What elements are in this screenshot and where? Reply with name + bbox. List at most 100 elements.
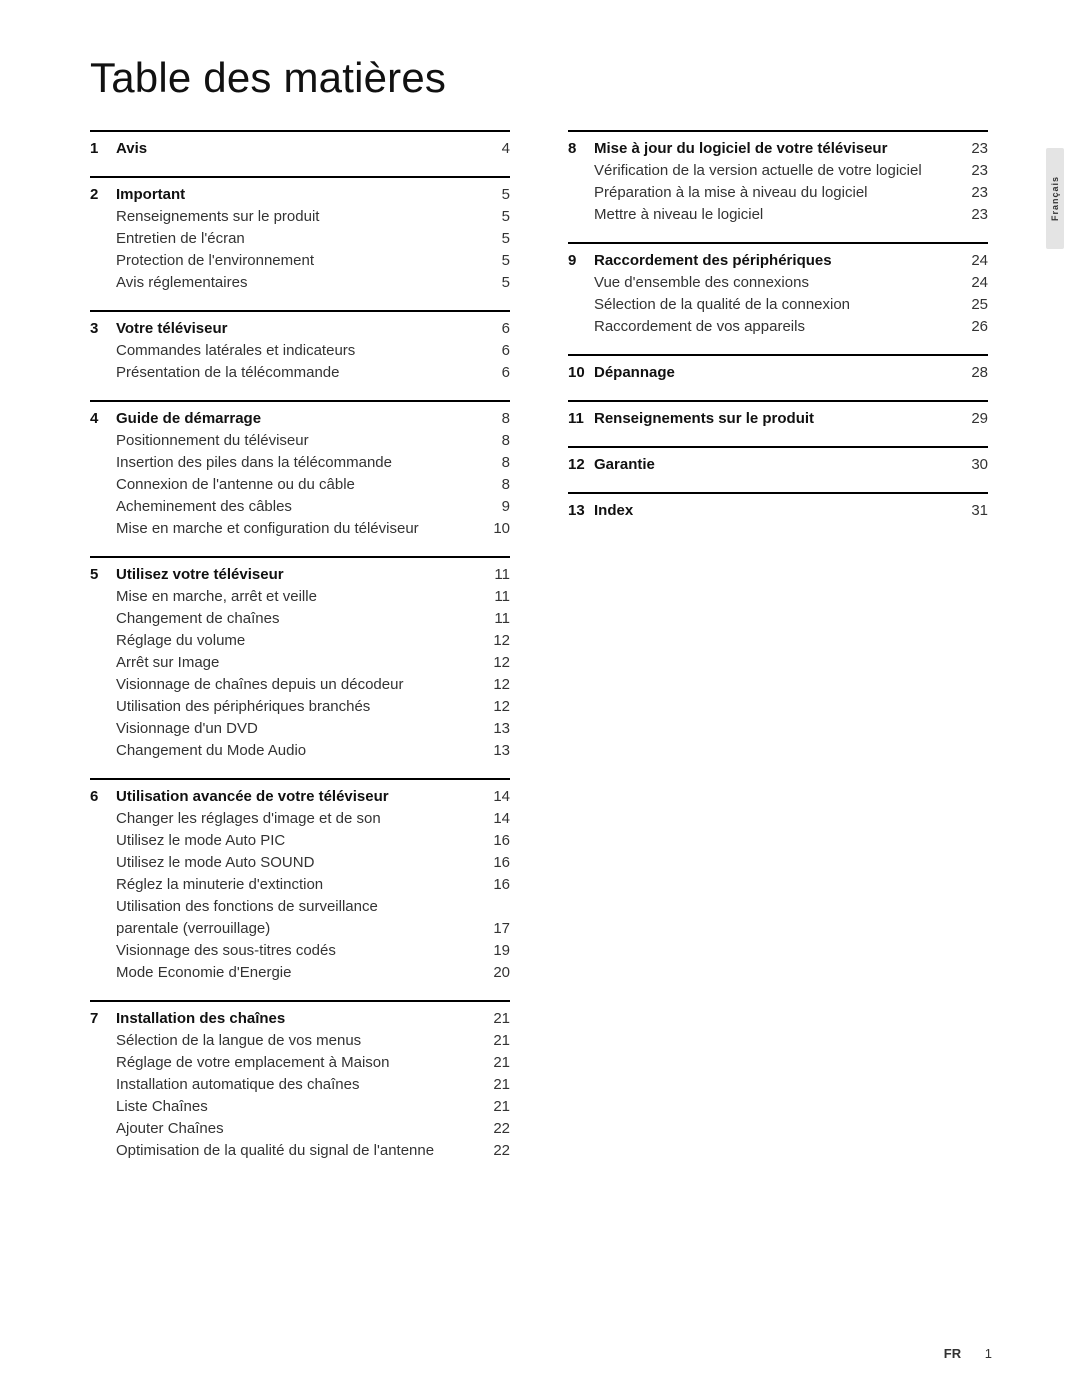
section-page: 21 — [476, 1008, 510, 1030]
toc-columns: 1Avis42Important5–Renseignements sur le … — [90, 130, 1020, 1172]
section-number: 8 — [568, 138, 594, 160]
section-page: 30 — [954, 454, 988, 476]
section-title: Installation des chaînes — [116, 1008, 476, 1030]
item-label: Optimisation de la qualité du signal de … — [116, 1140, 476, 1162]
item-label: Réglage de votre emplacement à Maison — [116, 1052, 476, 1074]
toc-item: – parentale (verrouillage)17 — [90, 918, 510, 940]
toc-item: –Sélection de la qualité de la connexion… — [568, 294, 988, 316]
item-page: 21 — [476, 1052, 510, 1074]
toc-section: 10Dépannage28 — [568, 354, 988, 394]
toc-section-head: 4Guide de démarrage8 — [90, 408, 510, 430]
item-page: 20 — [476, 962, 510, 984]
toc-column-right: 8Mise à jour du logiciel de votre télévi… — [568, 130, 988, 532]
section-page: 14 — [476, 786, 510, 808]
section-title: Renseignements sur le produit — [594, 408, 954, 430]
item-label: Utilisation des fonctions de surveillanc… — [116, 896, 476, 918]
item-page: 8 — [476, 430, 510, 452]
section-title: Dépannage — [594, 362, 954, 384]
toc-section: 12Garantie30 — [568, 446, 988, 486]
section-page: 31 — [954, 500, 988, 522]
item-page: 6 — [476, 362, 510, 384]
item-page: 19 — [476, 940, 510, 962]
section-page: 24 — [954, 250, 988, 272]
item-label: Installation automatique des chaînes — [116, 1074, 476, 1096]
toc-item: –Liste Chaînes21 — [90, 1096, 510, 1118]
toc-item: –Mettre à niveau le logiciel23 — [568, 204, 988, 226]
toc-item: –Connexion de l'antenne ou du câble8 — [90, 474, 510, 496]
item-label: Sélection de la qualité de la connexion — [594, 294, 954, 316]
section-page: 5 — [476, 184, 510, 206]
section-page: 8 — [476, 408, 510, 430]
item-label: Insertion des piles dans la télécommande — [116, 452, 476, 474]
item-page: 16 — [476, 874, 510, 896]
item-page: 17 — [476, 918, 510, 940]
toc-section-head: 3Votre téléviseur6 — [90, 318, 510, 340]
item-page: 23 — [954, 160, 988, 182]
item-page: 12 — [476, 696, 510, 718]
item-label: Mode Economie d'Energie — [116, 962, 476, 984]
toc-section-head: 12Garantie30 — [568, 454, 988, 476]
item-label: Vue d'ensemble des connexions — [594, 272, 954, 294]
section-number: 6 — [90, 786, 116, 808]
section-number: 12 — [568, 454, 594, 476]
section-number: 7 — [90, 1008, 116, 1030]
section-title: Avis — [116, 138, 476, 160]
item-page: 21 — [476, 1074, 510, 1096]
item-label: Mise en marche et configuration du télév… — [116, 518, 476, 540]
toc-item: –Utilisation des périphériques branchés1… — [90, 696, 510, 718]
item-label: Sélection de la langue de vos menus — [116, 1030, 476, 1052]
item-page: 24 — [954, 272, 988, 294]
item-label: Connexion de l'antenne ou du câble — [116, 474, 476, 496]
toc-item: –Acheminement des câbles9 — [90, 496, 510, 518]
toc-item: –Avis réglementaires5 — [90, 272, 510, 294]
toc-section: 6Utilisation avancée de votre téléviseur… — [90, 778, 510, 994]
toc-section: 2Important5–Renseignements sur le produi… — [90, 176, 510, 304]
section-title: Guide de démarrage — [116, 408, 476, 430]
item-page: 22 — [476, 1140, 510, 1162]
toc-item: –Utilisez le mode Auto SOUND16 — [90, 852, 510, 874]
item-label: Arrêt sur Image — [116, 652, 476, 674]
footer-lang: FR — [944, 1346, 961, 1361]
toc-item: –Réglez la minuterie d'extinction16 — [90, 874, 510, 896]
item-page: 12 — [476, 674, 510, 696]
item-page: 10 — [476, 518, 510, 540]
item-label: Préparation à la mise à niveau du logici… — [594, 182, 954, 204]
toc-item: –Présentation de la télécommande6 — [90, 362, 510, 384]
item-page: 5 — [476, 206, 510, 228]
item-page: 5 — [476, 228, 510, 250]
item-page: 21 — [476, 1030, 510, 1052]
item-page: 16 — [476, 830, 510, 852]
section-page: 28 — [954, 362, 988, 384]
toc-item: –Sélection de la langue de vos menus21 — [90, 1030, 510, 1052]
toc-section: 4Guide de démarrage8–Positionnement du t… — [90, 400, 510, 550]
toc-section-head: 7Installation des chaînes21 — [90, 1008, 510, 1030]
toc-section: 8Mise à jour du logiciel de votre télévi… — [568, 130, 988, 236]
section-number: 4 — [90, 408, 116, 430]
item-page: 21 — [476, 1096, 510, 1118]
toc-item: –Préparation à la mise à niveau du logic… — [568, 182, 988, 204]
item-page: 26 — [954, 316, 988, 338]
toc-item: –Positionnement du téléviseur8 — [90, 430, 510, 452]
toc-item: –Mise en marche et configuration du télé… — [90, 518, 510, 540]
section-title: Utilisation avancée de votre téléviseur — [116, 786, 476, 808]
item-label: Mettre à niveau le logiciel — [594, 204, 954, 226]
toc-column-left: 1Avis42Important5–Renseignements sur le … — [90, 130, 510, 1172]
item-page: 5 — [476, 272, 510, 294]
toc-item: –Optimisation de la qualité du signal de… — [90, 1140, 510, 1162]
toc-section: 5Utilisez votre téléviseur11–Mise en mar… — [90, 556, 510, 772]
item-page: 12 — [476, 652, 510, 674]
item-label: Utilisation des périphériques branchés — [116, 696, 476, 718]
section-number: 13 — [568, 500, 594, 522]
item-label: Présentation de la télécommande — [116, 362, 476, 384]
section-number: 11 — [568, 408, 594, 430]
item-page: 11 — [476, 586, 510, 608]
item-page: 14 — [476, 808, 510, 830]
footer-page: 1 — [985, 1346, 992, 1361]
item-label: Ajouter Chaînes — [116, 1118, 476, 1140]
toc-item: –Changement de chaînes11 — [90, 608, 510, 630]
item-label: Protection de l'environnement — [116, 250, 476, 272]
section-title: Utilisez votre téléviseur — [116, 564, 476, 586]
toc-item: –Réglage de votre emplacement à Maison21 — [90, 1052, 510, 1074]
toc-section-head: 5Utilisez votre téléviseur11 — [90, 564, 510, 586]
item-label: Changement de chaînes — [116, 608, 476, 630]
